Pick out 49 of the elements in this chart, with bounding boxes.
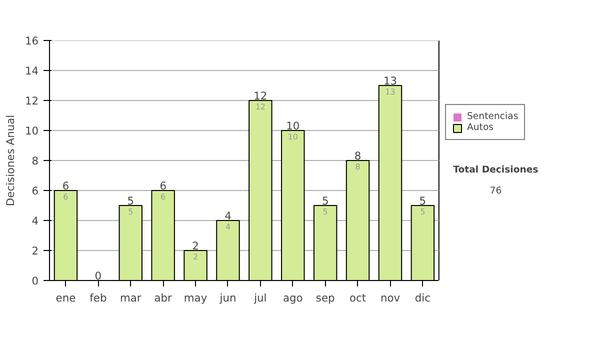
data-label: 6 xyxy=(160,192,166,202)
y-tick-label: 0 xyxy=(32,274,39,288)
y-tick-label: 8 xyxy=(32,154,39,168)
x-tick-label: dic xyxy=(414,292,431,304)
total-label: 12 xyxy=(254,90,268,102)
total-label: 2 xyxy=(192,240,199,252)
text: Total Decisiones xyxy=(453,164,539,176)
total-label: 5 xyxy=(127,194,134,208)
y-tick-label: 14 xyxy=(24,64,39,78)
text: 76 xyxy=(490,186,502,196)
total-label: 8 xyxy=(354,150,362,162)
x-tick-label: mar xyxy=(120,292,142,304)
x-tick-label: abr xyxy=(154,292,173,304)
y-tick-label: 16 xyxy=(24,34,39,48)
total-label: 10 xyxy=(286,120,300,132)
data-label: 5 xyxy=(420,208,426,216)
x-tick-label: sep xyxy=(316,292,336,304)
x-tick-label: jul xyxy=(253,292,267,304)
legend-label: Sentencias xyxy=(467,111,518,122)
data-label: 13 xyxy=(385,88,396,96)
total-label: 5 xyxy=(419,194,426,208)
data-label: 5 xyxy=(128,208,134,216)
total-label: 6 xyxy=(62,180,70,192)
x-tick-label: jun xyxy=(218,292,236,304)
total-label: 4 xyxy=(224,210,232,222)
x-tick-label: oct xyxy=(350,292,366,304)
x-tick-label: ago xyxy=(282,292,303,304)
data-label: 6 xyxy=(63,192,68,202)
total-label: 13 xyxy=(383,74,398,88)
data-label: 8 xyxy=(355,162,360,172)
y-tick-label: 4 xyxy=(32,214,39,228)
y-axis-title: Decisiones Anual xyxy=(4,114,17,206)
total-label: 5 xyxy=(322,194,329,208)
y-tick-label: 10 xyxy=(24,124,39,138)
total-label: 6 xyxy=(160,180,167,192)
data-label: 4 xyxy=(225,222,231,232)
y-tick-label: 6 xyxy=(32,184,39,198)
data-label: 12 xyxy=(255,102,266,112)
x-tick-label: feb xyxy=(90,292,107,304)
total-label: 0 xyxy=(94,270,102,282)
data-label: 2 xyxy=(192,252,198,262)
data-label: 5 xyxy=(322,208,328,216)
y-tick-label: 2 xyxy=(32,244,38,258)
x-tick-label: nov xyxy=(380,292,400,304)
y-tick-label: 12 xyxy=(24,94,39,108)
x-tick-label: ene xyxy=(56,292,76,304)
legend-label: Autos xyxy=(467,122,494,133)
data-label: 10 xyxy=(288,132,298,142)
x-tick-label: may xyxy=(184,292,208,304)
